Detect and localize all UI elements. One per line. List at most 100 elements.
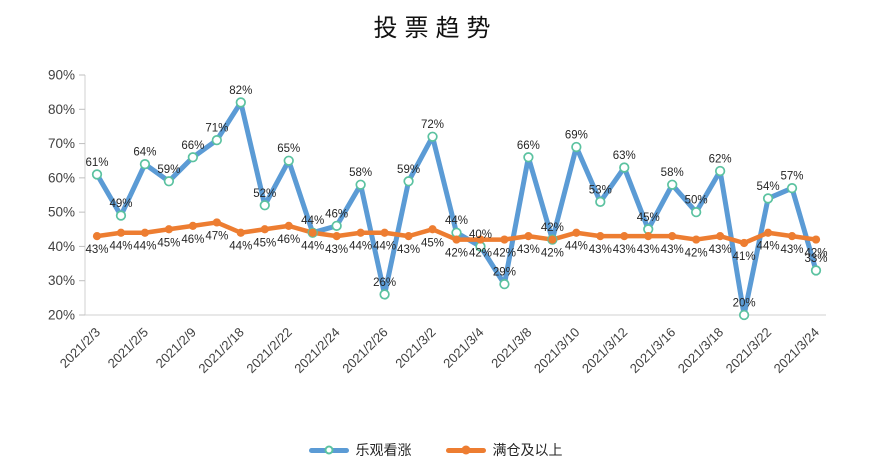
data-point-label: 41% [733, 251, 756, 263]
data-point-marker[interactable] [283, 155, 294, 166]
data-point-marker[interactable] [810, 265, 822, 276]
data-point-marker[interactable] [500, 235, 509, 244]
data-point-label: 52% [253, 188, 276, 200]
data-point-marker[interactable] [235, 97, 246, 108]
data-point-label: 43% [85, 244, 108, 256]
data-point-marker[interactable] [284, 221, 293, 230]
x-tick-label: 2021/2/9 [153, 325, 199, 371]
data-point-marker[interactable] [811, 235, 821, 244]
data-point-marker[interactable] [428, 225, 437, 234]
data-point-marker[interactable] [499, 278, 510, 290]
data-point-label: 44% [133, 241, 156, 253]
y-tick-label: 70% [48, 136, 75, 151]
data-point-label: 53% [589, 184, 612, 196]
data-point-marker[interactable] [188, 221, 197, 230]
data-point-label: 54% [757, 181, 780, 193]
data-point-marker[interactable] [452, 235, 461, 244]
data-point-marker[interactable] [356, 228, 365, 237]
data-point-marker[interactable] [572, 228, 581, 237]
data-point-marker[interactable] [164, 225, 173, 234]
data-point-label: 45% [421, 237, 444, 249]
data-point-label: 72% [421, 119, 444, 131]
data-point-marker[interactable] [740, 238, 749, 248]
data-point-label: 44% [445, 215, 468, 227]
data-point-marker[interactable] [596, 232, 605, 241]
data-point-label: 44% [109, 241, 132, 253]
data-point-label: 42% [469, 248, 492, 260]
x-tick-label: 2021/2/18 [195, 325, 247, 377]
data-point-marker[interactable] [331, 220, 342, 232]
data-point-marker[interactable] [236, 228, 245, 237]
y-tick-label: 40% [48, 239, 75, 254]
data-point-marker[interactable] [140, 228, 150, 237]
data-point-marker[interactable] [571, 141, 582, 153]
data-point-marker[interactable] [548, 235, 557, 244]
data-point-label: 58% [661, 167, 684, 179]
data-point-marker[interactable] [212, 218, 221, 227]
data-point-label: 44% [349, 241, 372, 253]
data-point-label: 42% [804, 248, 827, 260]
data-point-marker[interactable] [692, 235, 701, 244]
chart-title: 投票趋势 [373, 14, 498, 42]
data-point-label: 46% [325, 208, 348, 220]
data-point-label: 43% [397, 244, 420, 256]
data-point-marker[interactable] [714, 165, 726, 177]
data-point-marker[interactable] [379, 289, 390, 300]
data-point-marker[interactable] [667, 179, 678, 190]
data-point-marker[interactable] [91, 169, 103, 180]
data-point-marker[interactable] [762, 193, 774, 204]
data-point-marker[interactable] [691, 206, 702, 218]
data-point-marker[interactable] [787, 232, 797, 241]
y-tick-label: 60% [48, 170, 75, 185]
legend-item-optimistic[interactable]: 乐观看涨 [308, 440, 412, 460]
data-point-label: 45% [637, 212, 660, 224]
y-tick-label: 80% [48, 102, 75, 117]
data-point-marker[interactable] [427, 131, 438, 142]
data-point-marker[interactable] [619, 162, 630, 173]
data-point-marker[interactable] [763, 228, 773, 237]
data-point-marker[interactable] [260, 225, 269, 234]
data-point-marker[interactable] [644, 232, 653, 241]
data-point-label: 26% [373, 277, 396, 289]
data-point-label: 66% [181, 140, 204, 152]
data-point-marker[interactable] [308, 228, 317, 237]
data-point-label: 50% [685, 195, 708, 207]
data-point-marker[interactable] [116, 228, 126, 237]
data-point-marker[interactable] [523, 152, 534, 163]
legend-label-full-position: 满仓及以上 [492, 442, 563, 458]
data-point-marker[interactable] [259, 200, 270, 211]
data-point-marker[interactable] [115, 210, 127, 221]
data-point-marker[interactable] [211, 134, 222, 146]
data-point-label: 43% [781, 244, 804, 256]
data-point-marker[interactable] [595, 196, 606, 208]
data-point-label: 64% [133, 147, 156, 159]
data-point-marker[interactable] [355, 179, 366, 190]
y-tick-label: 50% [48, 205, 75, 220]
data-point-label: 61% [85, 157, 108, 169]
data-point-marker[interactable] [163, 176, 175, 187]
x-tick-label: 2021/3/10 [531, 325, 583, 377]
data-point-marker[interactable] [332, 232, 341, 241]
data-point-marker[interactable] [738, 309, 750, 321]
data-point-marker[interactable] [380, 228, 389, 237]
data-point-label: 45% [253, 237, 276, 249]
data-point-marker[interactable] [403, 176, 414, 187]
data-point-label: 43% [589, 244, 612, 256]
data-point-marker[interactable] [524, 232, 533, 241]
legend-item-full-position[interactable]: 满仓及以上 [445, 440, 563, 460]
data-point-marker[interactable] [620, 232, 629, 241]
x-tick-label: 2021/3/2 [392, 325, 438, 371]
data-point-marker[interactable] [668, 232, 677, 241]
data-point-marker[interactable] [786, 182, 798, 194]
data-point-marker[interactable] [187, 152, 199, 163]
data-point-label: 45% [157, 237, 180, 249]
data-point-marker[interactable] [404, 232, 413, 241]
x-tick-label: 2021/3/8 [488, 325, 534, 371]
data-point-marker[interactable] [92, 232, 102, 241]
data-point-marker[interactable] [476, 235, 485, 244]
data-point-marker[interactable] [139, 158, 151, 170]
data-point-label: 46% [277, 234, 300, 246]
data-point-marker[interactable] [716, 232, 725, 241]
